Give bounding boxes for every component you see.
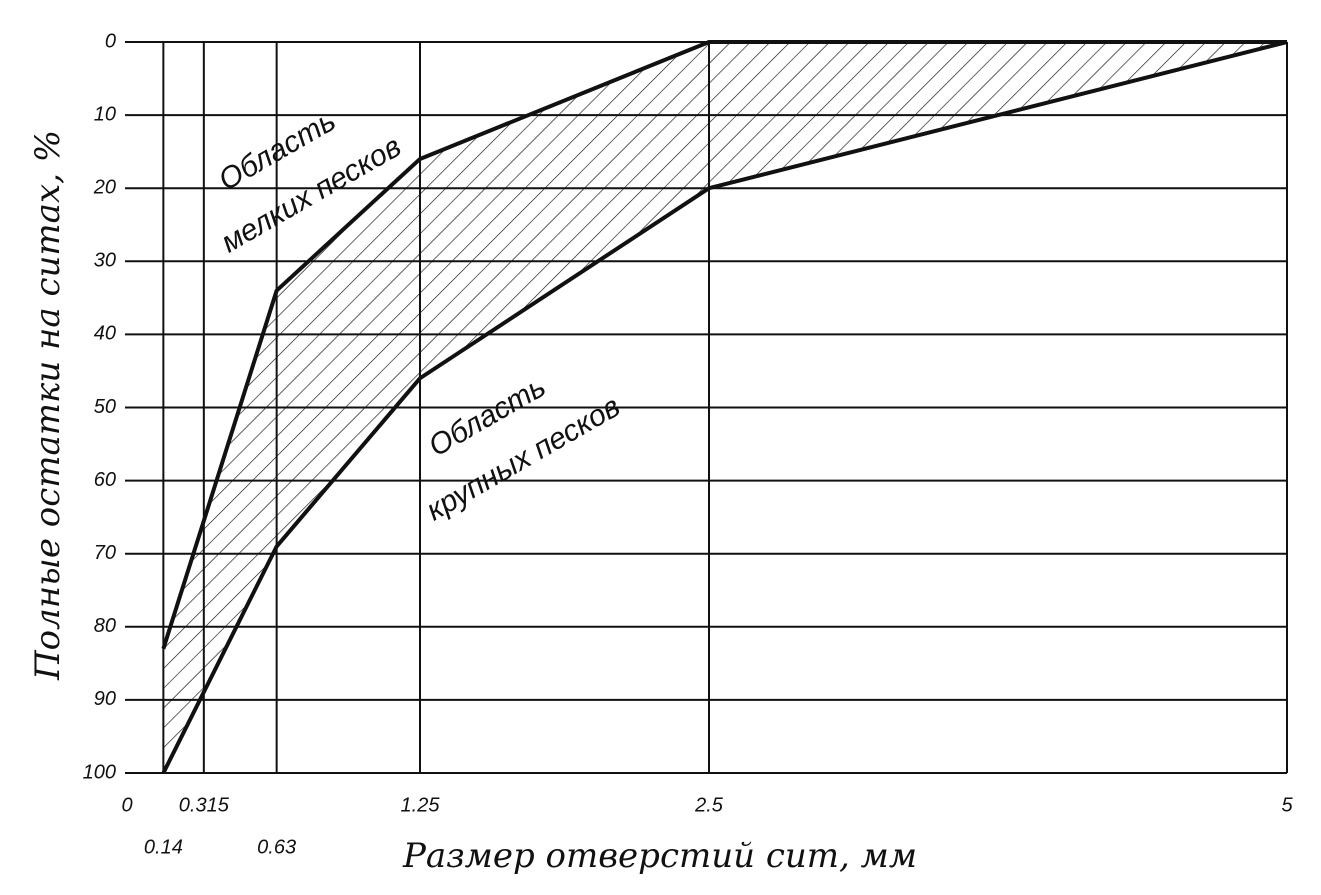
x-tick-label: 1.25 (401, 794, 441, 816)
x-tick-label: 5 (1281, 794, 1293, 816)
y-tick-label: 60 (94, 469, 116, 491)
x-tick-label: 0.63 (257, 836, 296, 858)
y-tick-label: 100 (83, 761, 116, 783)
x-tick-label: 0.14 (144, 836, 183, 858)
hatch-region (163, 42, 1287, 773)
y-tick-label: 30 (94, 250, 116, 272)
y-tick-label: 10 (94, 103, 116, 125)
y-tick-label: 70 (94, 542, 116, 564)
x-axis-title: Размер отверстий сит, мм (402, 836, 917, 876)
range-curve (161, 40, 1287, 650)
y-tick-label: 50 (94, 396, 116, 418)
y-tick-label: 20 (93, 176, 116, 198)
y-tick-label: 80 (94, 615, 116, 637)
x-tick-label: 0 (121, 794, 132, 816)
range-curve (161, 40, 1288, 774)
y-tick-label: 90 (94, 688, 116, 710)
y-axis-title: Полные остатки на ситах, % (28, 130, 68, 681)
y-tick-label: 40 (94, 323, 116, 345)
y-tick-label: 0 (105, 30, 116, 52)
x-tick-label: 0.315 (179, 794, 230, 816)
x-tick-label: 2.5 (694, 794, 724, 816)
